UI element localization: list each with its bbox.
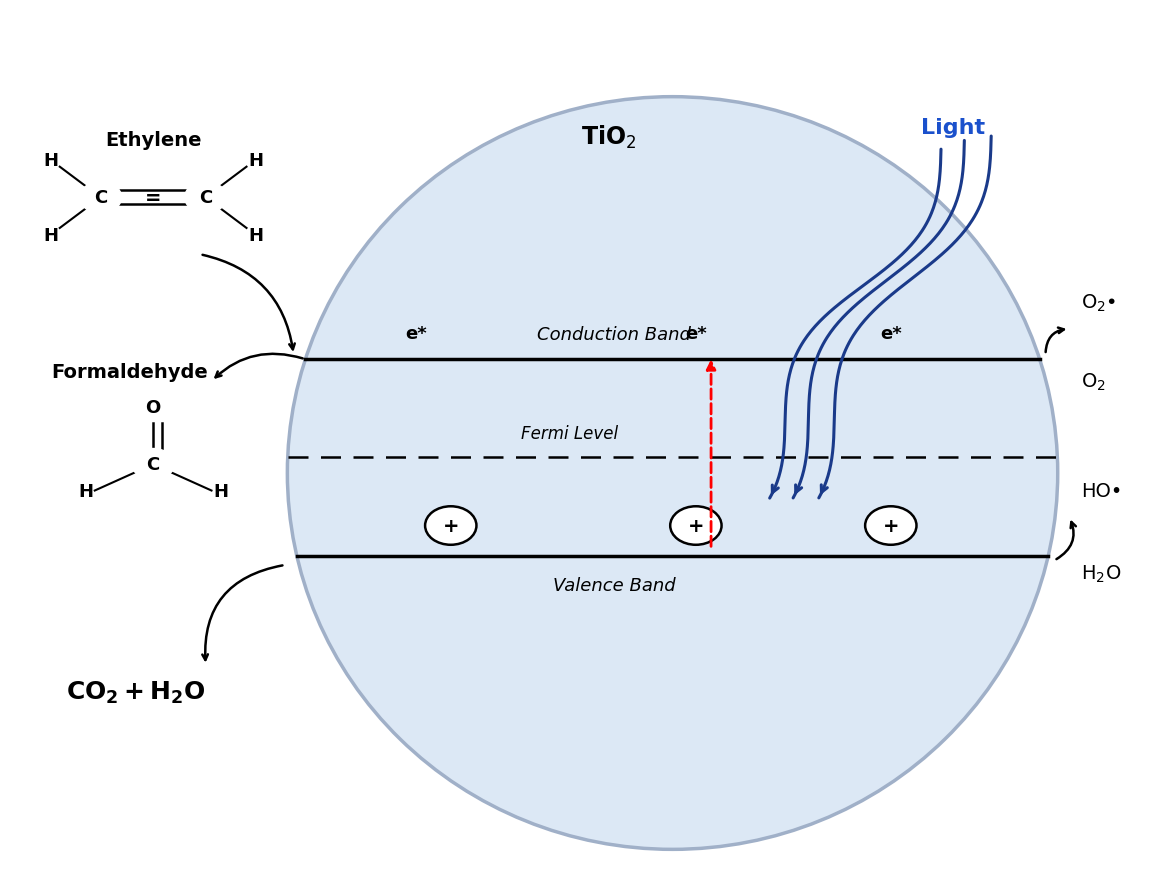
Text: Conduction Band: Conduction Band — [537, 326, 691, 344]
Text: +: + — [688, 517, 704, 536]
Text: C: C — [199, 189, 212, 207]
Text: $\mathbf{CO_2 + H_2O}$: $\mathbf{CO_2 + H_2O}$ — [66, 679, 205, 705]
Text: H: H — [43, 226, 57, 245]
Text: Ethylene: Ethylene — [105, 131, 201, 150]
Text: +: + — [882, 517, 899, 536]
Text: C: C — [146, 456, 160, 474]
Text: H: H — [213, 482, 228, 500]
Text: Valence Band: Valence Band — [553, 577, 675, 595]
Circle shape — [425, 507, 476, 545]
Circle shape — [132, 449, 174, 481]
Circle shape — [670, 507, 722, 545]
Text: Fermi Level: Fermi Level — [521, 424, 618, 442]
Text: O$_2$•: O$_2$• — [1081, 292, 1116, 314]
Circle shape — [185, 182, 227, 214]
Text: =: = — [145, 189, 161, 208]
Circle shape — [865, 507, 916, 545]
Text: Light: Light — [921, 118, 985, 139]
Text: C: C — [94, 189, 108, 207]
Text: e*: e* — [405, 324, 427, 342]
Text: HO•: HO• — [1081, 481, 1122, 501]
Text: H: H — [248, 152, 263, 169]
Text: =: = — [145, 189, 161, 208]
Circle shape — [80, 182, 122, 214]
Text: H$_2$O: H$_2$O — [1081, 563, 1121, 585]
Text: O: O — [145, 399, 160, 417]
Text: H: H — [78, 482, 92, 500]
Text: TiO$_2$: TiO$_2$ — [580, 124, 636, 151]
Text: H: H — [248, 226, 263, 245]
Text: Formaldehyde: Formaldehyde — [51, 363, 208, 381]
Text: e*: e* — [880, 324, 902, 342]
Text: H: H — [43, 152, 57, 169]
Text: O$_2$: O$_2$ — [1081, 371, 1106, 392]
Text: +: + — [442, 517, 459, 536]
Ellipse shape — [288, 97, 1058, 850]
Text: e*: e* — [684, 324, 707, 342]
